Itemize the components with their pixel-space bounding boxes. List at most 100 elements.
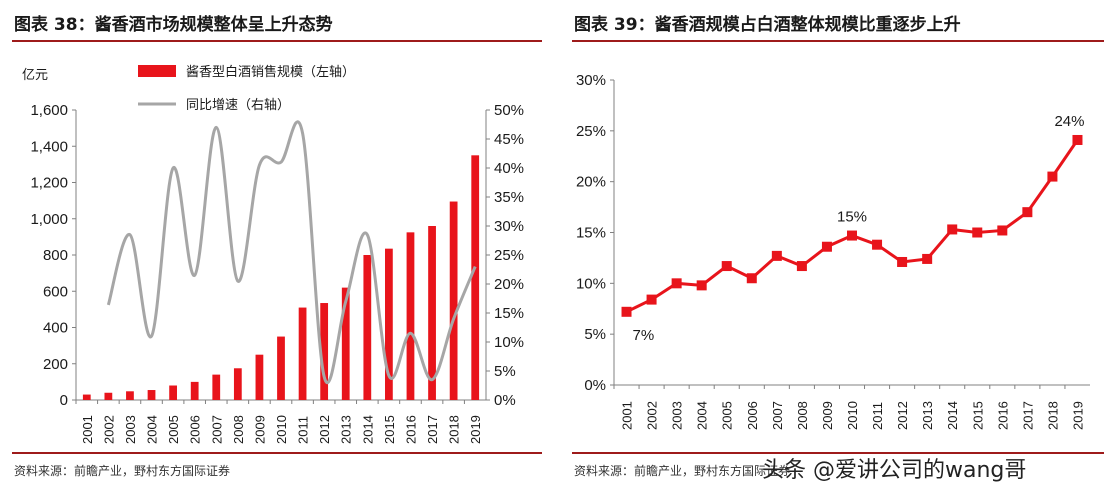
- data-label: 7%: [633, 327, 655, 344]
- left-y-tick-label: 1,400: [30, 138, 68, 155]
- right-y-tick-label: 40%: [494, 160, 524, 177]
- growth-rate-line: [106, 120, 477, 385]
- share-marker: [947, 224, 958, 235]
- data-label: 24%: [1054, 113, 1084, 130]
- sales-bar: [341, 287, 350, 400]
- share-marker: [796, 261, 807, 272]
- x-tick-label: 2003: [123, 415, 138, 444]
- share-marker: [897, 256, 908, 267]
- share-marker: [922, 253, 933, 264]
- x-tick-label: 2013: [339, 415, 354, 444]
- right-chart-source: 资料来源：前瞻产业，野村东方国际证券: [574, 464, 791, 478]
- x-tick-label: 2007: [209, 415, 224, 444]
- x-tick-label: 2005: [166, 415, 181, 444]
- right-title-rule: [572, 40, 1104, 42]
- sales-bar: [320, 303, 329, 400]
- share-line: [625, 139, 1079, 314]
- x-tick-label: 2001: [620, 401, 635, 430]
- x-tick-label: 2002: [101, 415, 116, 444]
- sales-bar: [212, 374, 221, 400]
- x-tick-label: 2015: [970, 401, 985, 430]
- left-y-tick-label: 600: [43, 283, 68, 300]
- x-tick-label: 2014: [360, 415, 375, 444]
- sales-bar: [190, 381, 199, 400]
- x-tick-label: 2016: [995, 401, 1010, 430]
- left-y-tick-label: 1,000: [30, 211, 68, 228]
- share-marker: [671, 278, 682, 289]
- y-tick-label: 10%: [576, 275, 606, 292]
- x-tick-label: 2010: [274, 415, 289, 444]
- left-y-tick-label: 800: [43, 247, 68, 264]
- right-chart-svg: 0% 5% 10% 15% 20% 25% 30% 2001 2002 2003 2004 2005 2…: [576, 72, 1090, 430]
- x-tick-label: 2016: [403, 415, 418, 444]
- sales-bar: [428, 226, 436, 400]
- x-tick-label: 2006: [745, 401, 760, 430]
- sales-bar: [169, 385, 177, 400]
- x-tick-label: 2019: [1070, 401, 1085, 430]
- left-y-tick-label: 0: [60, 392, 68, 409]
- sales-bar: [233, 368, 242, 400]
- y-tick-label: 0%: [584, 377, 606, 394]
- left-chart-source: 资料来源：前瞻产业，野村东方国际证券: [14, 464, 231, 478]
- right-y-tick-label: 10%: [494, 334, 524, 351]
- x-tick-label: 2008: [231, 415, 246, 444]
- sales-bar: [126, 391, 134, 400]
- share-marker: [696, 280, 707, 291]
- y-tick-label: 25%: [576, 123, 606, 140]
- x-tick-label: 2009: [252, 415, 267, 444]
- share-marker: [746, 273, 757, 284]
- x-tick-label: 2017: [1020, 401, 1035, 430]
- left-footer-rule: [12, 452, 542, 454]
- share-marker: [621, 306, 632, 317]
- x-tick-label: 2001: [80, 415, 95, 444]
- right-y-tick-label: 25%: [494, 247, 524, 264]
- x-tick-label: 2012: [317, 415, 332, 444]
- sales-bar: [277, 336, 285, 400]
- sales-bar: [385, 248, 393, 400]
- left-chart-title: 图表 38：酱香酒市场规模整体呈上升态势: [14, 15, 333, 35]
- share-marker: [872, 239, 883, 250]
- x-tick-label: 2009: [820, 401, 835, 430]
- sales-bar: [298, 307, 307, 400]
- left-chart-svg: 0 200 400 600 800 1,000 1,200 1,400 1,600 0% 5% 10%…: [22, 64, 524, 444]
- share-marker: [821, 241, 832, 252]
- right-y-tick-label: 20%: [494, 276, 524, 293]
- y-tick-label: 15%: [576, 225, 606, 242]
- x-tick-label: 2018: [447, 415, 462, 444]
- share-marker: [847, 230, 857, 241]
- sales-bar: [449, 201, 458, 400]
- left-y-tick-label: 400: [43, 320, 68, 337]
- legend-bar-label: 酱香型白酒销售规模（左轴）: [186, 64, 355, 80]
- right-y-tick-label: 15%: [494, 305, 524, 322]
- y-tick-label: 30%: [576, 72, 606, 89]
- x-tick-label: 2019: [468, 415, 483, 444]
- x-tick-label: 2015: [382, 415, 397, 444]
- x-tick-label: 2014: [945, 401, 960, 430]
- legend-bar-swatch: [138, 65, 176, 77]
- x-tick-label: 2007: [770, 401, 785, 430]
- sales-bar: [255, 354, 264, 400]
- share-marker: [972, 227, 983, 238]
- left-y-tick-label: 1,200: [30, 175, 68, 192]
- share-marker: [646, 294, 657, 305]
- share-marker: [1072, 134, 1083, 145]
- x-tick-label: 2008: [795, 401, 810, 430]
- right-y-tick-label: 30%: [494, 218, 524, 235]
- left-chart-panel: 图表 38：酱香酒市场规模整体呈上升态势 0 200 400 600 800 1,000 1…: [0, 0, 546, 494]
- sales-bar: [82, 394, 91, 400]
- left-axis-unit-label: 亿元: [22, 68, 48, 83]
- share-marker: [997, 225, 1008, 236]
- x-tick-label: 2017: [425, 415, 440, 444]
- left-title-rule: [12, 40, 542, 42]
- right-y-tick-label: 35%: [494, 189, 524, 206]
- x-tick-label: 2004: [695, 401, 710, 430]
- data-label: 15%: [837, 209, 867, 226]
- x-tick-label: 2004: [145, 415, 160, 444]
- x-tick-label: 2005: [720, 401, 735, 430]
- x-tick-label: 2006: [188, 415, 203, 444]
- sales-bar: [147, 390, 156, 400]
- y-tick-label: 20%: [576, 174, 606, 191]
- x-tick-label: 2012: [895, 401, 910, 430]
- share-marker: [1022, 207, 1033, 218]
- y-tick-label: 5%: [584, 326, 606, 343]
